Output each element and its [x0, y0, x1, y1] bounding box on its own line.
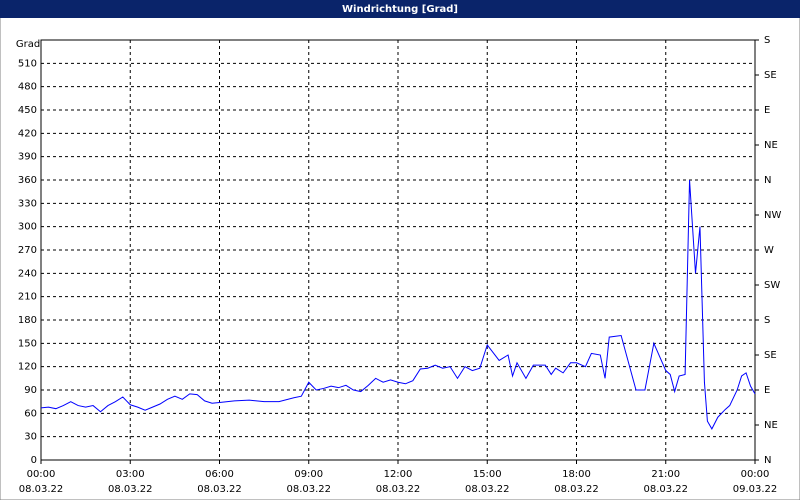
y2-tick-label: E — [764, 105, 770, 116]
y-tick-label: 90 — [24, 385, 37, 396]
x-tick-date: 08.03.22 — [643, 484, 688, 495]
y2-tick-label: SW — [764, 280, 780, 291]
y-tick-label: 510 — [18, 58, 37, 69]
y2-tick-label: W — [764, 245, 774, 256]
x-tick-label: 03:00 — [116, 469, 145, 480]
y2-tick-label: SE — [764, 350, 777, 361]
y-tick-label: 330 — [18, 198, 37, 209]
y-tick-label: 420 — [18, 128, 37, 139]
y-tick-label: 0 — [31, 455, 37, 466]
x-tick-label: 21:00 — [651, 469, 680, 480]
plot-border — [40, 39, 756, 461]
x-tick-label: 00:00 — [27, 469, 56, 480]
y2-tick-label: NE — [764, 420, 778, 431]
y-axis-label: Grad — [16, 39, 40, 50]
x-tick-date: 08.03.22 — [376, 484, 421, 495]
x-tick-label: 06:00 — [205, 469, 234, 480]
x-tick-date: 08.03.22 — [286, 484, 331, 495]
y-tick-label: 360 — [18, 175, 37, 186]
y2-tick-label: NE — [764, 140, 778, 151]
chart-title: Windrichtung [Grad] — [342, 4, 458, 15]
y2-tick-label: S — [764, 315, 770, 326]
x-tick-date: 08.03.22 — [465, 484, 510, 495]
y2-tick-label: S — [764, 35, 770, 46]
x-tick-label: 15:00 — [473, 469, 502, 480]
y-tick-label: 270 — [18, 245, 37, 256]
x-tick-date: 08.03.22 — [19, 484, 64, 495]
x-tick-label: 18:00 — [562, 469, 591, 480]
y2-tick-label: N — [764, 175, 771, 186]
y-tick-label: 120 — [18, 362, 37, 373]
y-tick-label: 390 — [18, 152, 37, 163]
title-bar — [0, 0, 800, 18]
x-tick-date: 09.03.22 — [733, 484, 778, 495]
y-tick-label: 300 — [18, 222, 37, 233]
y-tick-label: 210 — [18, 292, 37, 303]
y-tick-label: 180 — [18, 315, 37, 326]
x-tick-label: 00:00 — [741, 469, 770, 480]
y2-tick-label: N — [764, 455, 771, 466]
y2-tick-label: E — [764, 385, 770, 396]
y-tick-label: 30 — [24, 432, 37, 443]
y-tick-label: 60 — [24, 408, 37, 419]
y2-tick-label: SE — [764, 70, 777, 81]
line — [40, 179, 756, 430]
y2-tick-label: NW — [764, 210, 781, 221]
x-tick-label: 09:00 — [294, 469, 323, 480]
x-tick-date: 08.03.22 — [554, 484, 599, 495]
x-tick-date: 08.03.22 — [108, 484, 153, 495]
x-tick-label: 12:00 — [384, 469, 413, 480]
y-tick-label: 450 — [18, 105, 37, 116]
y-tick-label: 480 — [18, 82, 37, 93]
x-tick-date: 08.03.22 — [197, 484, 242, 495]
y-tick-label: 150 — [18, 338, 37, 349]
y-tick-label: 240 — [18, 268, 37, 279]
